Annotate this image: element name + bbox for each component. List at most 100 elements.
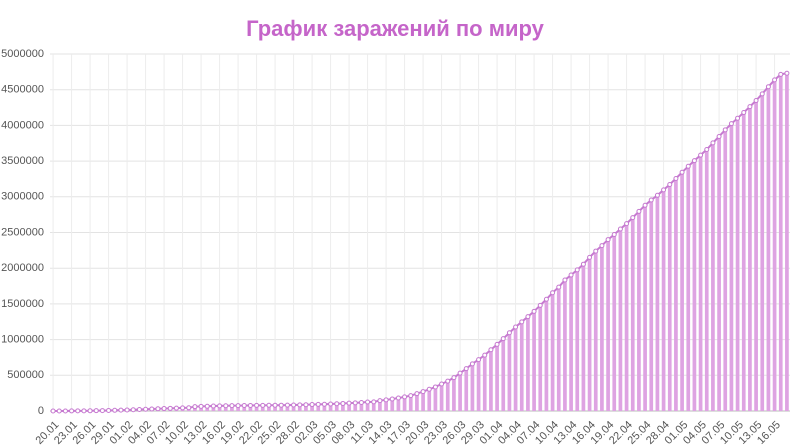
- line-point: [414, 391, 420, 397]
- bar: [359, 402, 364, 411]
- bar: [606, 239, 610, 411]
- line-point: [463, 366, 469, 372]
- line-point: [587, 254, 593, 260]
- line-point: [574, 267, 580, 273]
- bar: [408, 395, 413, 411]
- bar: [556, 287, 561, 411]
- line-point: [247, 402, 253, 408]
- bar: [470, 363, 475, 411]
- bar: [612, 234, 617, 411]
- bar: [402, 396, 407, 411]
- bar: [248, 405, 253, 411]
- line-point: [303, 402, 309, 408]
- bar: [717, 136, 721, 412]
- line-point: [69, 408, 75, 414]
- bar: [692, 160, 697, 411]
- line-point: [747, 104, 753, 110]
- line-point: [630, 215, 636, 221]
- line-point: [648, 197, 654, 203]
- bar: [242, 405, 247, 411]
- bar: [304, 404, 308, 411]
- line-point: [439, 381, 445, 387]
- bar: [353, 402, 358, 411]
- bar: [285, 405, 290, 411]
- line-point: [377, 398, 383, 404]
- line-point: [494, 341, 500, 347]
- bar: [445, 381, 450, 411]
- line-point: [445, 378, 451, 384]
- line-point: [661, 187, 667, 193]
- line-point: [772, 77, 778, 83]
- line-point: [698, 152, 704, 158]
- line-point: [383, 397, 389, 403]
- line-point: [340, 400, 346, 406]
- bar: [772, 79, 777, 411]
- line-point: [420, 389, 426, 395]
- bar: [390, 399, 395, 411]
- line-point: [260, 402, 266, 408]
- bar: [310, 404, 314, 411]
- line-point: [722, 127, 728, 133]
- line-point: [679, 169, 685, 175]
- line-point: [334, 401, 340, 407]
- line-point: [297, 402, 303, 408]
- line-point: [654, 192, 660, 198]
- bar: [661, 189, 666, 411]
- line-point: [710, 140, 716, 146]
- line-point: [124, 407, 130, 413]
- bar: [439, 384, 444, 411]
- bar: [458, 373, 462, 411]
- line-point: [161, 406, 167, 412]
- bar: [544, 299, 549, 411]
- bar: [550, 292, 555, 411]
- line-point: [562, 277, 568, 283]
- line-point: [642, 202, 648, 208]
- line-point: [210, 403, 216, 409]
- bar: [223, 405, 228, 411]
- y-tick-label: 2000000: [1, 262, 44, 274]
- bar: [322, 404, 327, 411]
- bar: [630, 217, 635, 411]
- line-point: [617, 226, 623, 232]
- line-point: [192, 404, 198, 410]
- bar: [649, 200, 654, 411]
- bar: [674, 178, 678, 411]
- line-point: [62, 408, 68, 414]
- y-tick-label: 2500000: [1, 226, 44, 238]
- bar: [254, 405, 259, 411]
- bar: [526, 316, 530, 411]
- bar: [427, 389, 432, 411]
- line-point: [186, 405, 192, 411]
- bar: [396, 398, 401, 411]
- bar: [575, 269, 580, 411]
- line-point: [451, 375, 457, 381]
- y-tick-label: 3500000: [1, 155, 44, 167]
- bar: [735, 118, 740, 411]
- bar: [267, 405, 271, 411]
- bar: [624, 223, 629, 411]
- bar: [581, 264, 586, 411]
- bar: [507, 332, 512, 411]
- line-point: [241, 403, 247, 409]
- line-point: [328, 401, 334, 407]
- bar: [655, 195, 660, 411]
- line-point: [235, 403, 241, 409]
- bar: [236, 405, 240, 411]
- line-point: [204, 403, 210, 409]
- bar: [384, 399, 388, 411]
- bar: [476, 359, 481, 411]
- chart-title: График заражений по миру: [246, 16, 545, 41]
- bar: [291, 405, 296, 411]
- line-point: [525, 314, 531, 320]
- bar: [569, 275, 573, 411]
- bar: [698, 155, 703, 411]
- line-point: [254, 402, 260, 408]
- bar: [217, 405, 222, 411]
- line-point: [476, 357, 482, 363]
- line-point: [217, 403, 223, 409]
- line-point: [765, 84, 771, 90]
- line-point: [426, 386, 432, 392]
- line-point: [513, 324, 519, 330]
- line-point: [352, 400, 358, 406]
- line-point: [753, 98, 759, 104]
